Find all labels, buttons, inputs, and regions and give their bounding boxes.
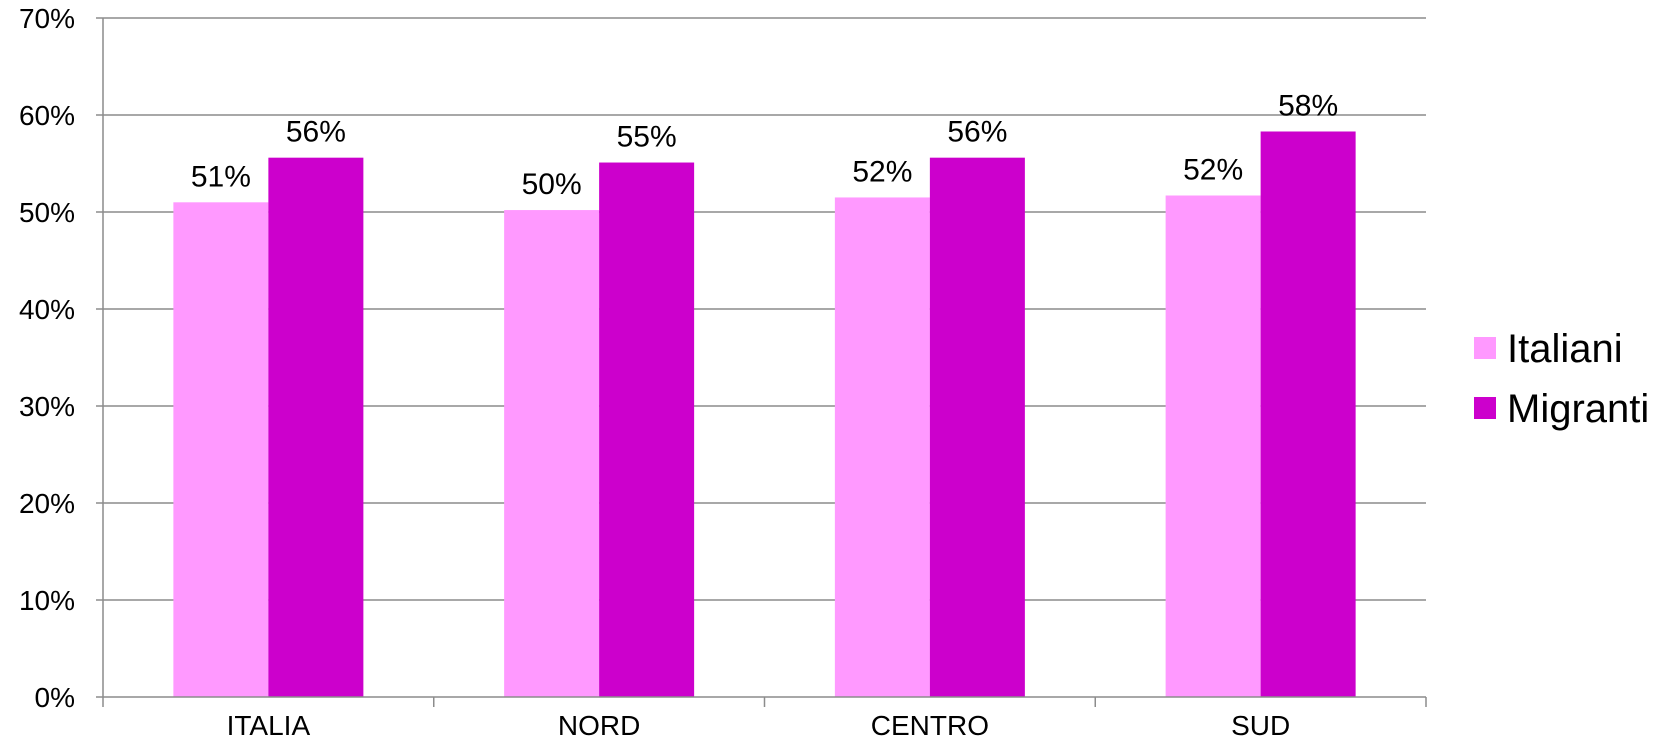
y-tick-label: 30% (19, 391, 75, 422)
data-label: 51% (191, 160, 251, 193)
data-label: 56% (286, 116, 346, 149)
bar-italiani-nord (504, 210, 600, 697)
x-tick-label: CENTRO (871, 710, 989, 741)
legend-swatch (1474, 397, 1496, 419)
bar-migranti-nord (599, 162, 695, 697)
bar-migranti-centro (929, 157, 1025, 697)
x-axis-labels: ITALIA NORD CENTRO SUD (227, 710, 1291, 741)
legend-label: Migranti (1507, 387, 1649, 431)
axes (96, 17, 1427, 707)
legend-swatch (1474, 337, 1496, 359)
y-tick-label: 20% (19, 488, 75, 519)
data-label: 52% (1183, 154, 1243, 187)
x-tick-label: NORD (558, 710, 640, 741)
data-labels: 51% 56% 50% 55% 52% 56% 52% 58% (191, 89, 1338, 201)
y-tick-label: 60% (19, 100, 75, 131)
bars (173, 131, 1356, 698)
y-tick-label: 10% (19, 585, 75, 616)
legend: Italiani Migranti (1474, 327, 1649, 431)
x-tick-label: SUD (1231, 710, 1290, 741)
data-label: 50% (522, 168, 582, 201)
y-tick-label: 50% (19, 197, 75, 228)
data-label: 55% (617, 121, 677, 154)
y-tick-label: 70% (19, 3, 75, 34)
y-axis-labels: 0% 10% 20% 30% 40% 50% 60% 70% (19, 3, 75, 713)
bar-italiani-italia (173, 202, 269, 698)
data-label: 56% (947, 116, 1007, 149)
bar-italiani-sud (1165, 195, 1261, 697)
data-label: 52% (852, 155, 912, 188)
bar-italiani-centro (834, 197, 930, 697)
y-tick-label: 40% (19, 294, 75, 325)
x-tick-label: ITALIA (227, 710, 311, 741)
bar-migranti-italia (268, 157, 364, 697)
data-label: 58% (1278, 89, 1338, 122)
y-tick-label: 0% (35, 682, 75, 713)
legend-label: Italiani (1507, 327, 1623, 371)
bar-migranti-sud (1260, 131, 1356, 698)
